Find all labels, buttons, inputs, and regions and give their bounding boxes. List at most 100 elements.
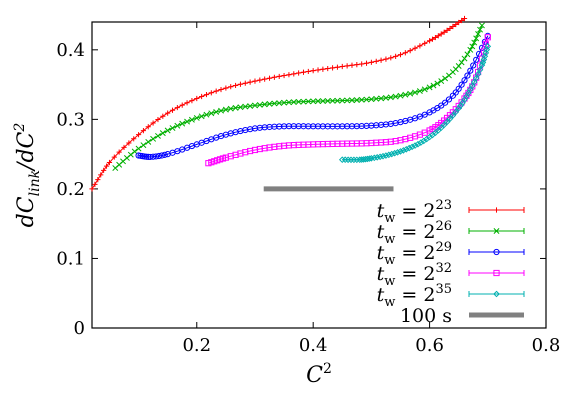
data-point: [443, 118, 451, 126]
data-point: [467, 67, 474, 74]
data-point: [446, 115, 454, 123]
data-point: [131, 136, 137, 142]
data-point: [353, 97, 360, 104]
data-point: [473, 35, 480, 42]
data-point: [315, 98, 321, 105]
data-point: [126, 140, 132, 146]
legend-label: 100 s: [400, 305, 452, 327]
data-point: [394, 149, 401, 156]
legend-marker: [493, 207, 500, 213]
data-point: [135, 132, 142, 138]
data-point: [426, 38, 433, 44]
data-point: [203, 91, 210, 98]
data-point: [452, 108, 460, 116]
data-point: [470, 62, 477, 69]
legend-marker: [493, 290, 500, 298]
data-point: [300, 69, 307, 75]
data-point: [344, 63, 350, 69]
data-point: [368, 155, 375, 162]
data-point: [388, 150, 396, 158]
data-point: [165, 110, 171, 116]
data-point: [479, 22, 485, 29]
ticks: 0.2 0.4 0.6 0.8 0 0.1 0.2 0.3 0.4: [56, 22, 560, 356]
data-point: [174, 104, 180, 111]
data-point: [477, 26, 483, 33]
data-point: [363, 96, 370, 103]
data-point: [218, 107, 224, 114]
data-point: [459, 17, 465, 24]
data-point: [325, 65, 331, 72]
data-point: [388, 55, 394, 61]
x-tick-label: 0.6: [415, 335, 444, 356]
y-tick-label: 0: [74, 318, 85, 339]
data-point: [358, 96, 365, 103]
data-point: [320, 66, 326, 72]
data-point: [421, 86, 428, 93]
data-point: [339, 97, 346, 104]
data-point: [218, 86, 224, 93]
data-point: [169, 107, 176, 113]
data-point: [161, 151, 168, 158]
data-point: [475, 31, 482, 37]
data-point: [344, 97, 351, 104]
series-5: [338, 43, 492, 164]
data-point: [188, 116, 195, 123]
data-point: [194, 95, 200, 102]
data-point: [461, 77, 468, 84]
data-point: [422, 40, 428, 46]
data-point: [145, 138, 152, 145]
data-point: [285, 99, 292, 106]
data-point: [455, 85, 462, 92]
data-point: [385, 151, 393, 159]
data-point: [438, 102, 445, 109]
data-point: [400, 147, 407, 154]
data-point: [213, 108, 220, 115]
data-point: [370, 154, 378, 162]
data-point: [449, 112, 457, 119]
data-point: [193, 115, 200, 121]
data-point: [147, 153, 154, 161]
data-point: [150, 153, 157, 160]
y-tick-label: 0.3: [56, 109, 85, 130]
data-point: [232, 104, 239, 111]
data-point: [403, 145, 410, 153]
legend-marker: [493, 248, 500, 256]
data-point: [392, 93, 399, 100]
legend-label: tw = 235: [377, 282, 452, 310]
data-point: [414, 140, 422, 148]
data-point: [252, 78, 258, 84]
data-point: [203, 111, 210, 118]
data-point: [256, 101, 263, 108]
data-point: [261, 101, 268, 108]
data-point: [116, 149, 122, 155]
data-point: [408, 143, 416, 151]
data-point: [378, 95, 385, 102]
data-point: [412, 89, 418, 96]
data-point: [411, 142, 419, 149]
data-point: [363, 60, 370, 66]
data-point: [208, 110, 215, 117]
data-point: [324, 97, 331, 104]
data-point: [98, 172, 104, 178]
data-point: [373, 95, 380, 102]
data-point: [310, 68, 316, 74]
data-point: [391, 149, 398, 157]
data-point: [158, 152, 165, 159]
data-point: [407, 90, 414, 97]
data-point: [461, 55, 468, 62]
data-point: [184, 118, 191, 125]
data-point: [458, 81, 465, 88]
data-point: [101, 167, 107, 173]
data-point: [334, 64, 341, 70]
data-point: [232, 82, 239, 89]
data-point: [368, 96, 375, 103]
legend-label: tw = 223: [377, 198, 452, 226]
series-line: [138, 35, 489, 158]
data-point: [458, 59, 465, 66]
data-point: [164, 127, 171, 134]
data-point: [429, 36, 436, 42]
data-point: [227, 105, 234, 112]
data-point: [152, 153, 160, 160]
